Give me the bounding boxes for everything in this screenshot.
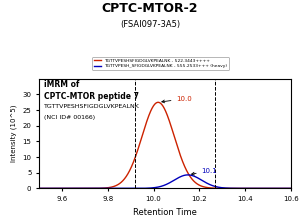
X-axis label: Retention Time: Retention Time	[133, 208, 197, 217]
Legend: TGTTVPESHSFIGDGLVKPEALNK - 522.3443++++, TGTTVPESH_SFIGDGLVKPEALNK - 555.2533+++: TGTTVPESHSFIGDGLVKPEALNK - 522.3443++++,…	[92, 57, 229, 70]
Text: 10.1: 10.1	[191, 168, 218, 175]
Y-axis label: Intensity (10^5): Intensity (10^5)	[10, 105, 17, 162]
Text: (FSAI097-3A5): (FSAI097-3A5)	[120, 20, 180, 29]
Text: iMRM of: iMRM of	[44, 80, 80, 89]
Text: TGTTVPESHSFIGDGLVKPEALNK: TGTTVPESHSFIGDGLVKPEALNK	[44, 104, 140, 109]
Text: CPTC-MTOR peptide 7: CPTC-MTOR peptide 7	[44, 92, 139, 101]
Text: (NCI ID# 00166): (NCI ID# 00166)	[44, 115, 95, 120]
Text: CPTC-MTOR-2: CPTC-MTOR-2	[102, 2, 198, 15]
Text: 10.0: 10.0	[162, 96, 192, 103]
